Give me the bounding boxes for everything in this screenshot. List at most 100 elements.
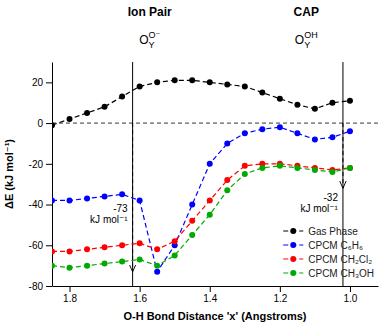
zero-line	[52, 123, 378, 124]
legend: Gas Phase CPCM C₆H₆ CPCM CH₂Cl₂ CPCM CH₃OH	[283, 226, 374, 279]
formula-base: O	[295, 33, 304, 47]
annotation: -73kJ mol⁻¹	[90, 203, 128, 225]
point	[67, 265, 73, 271]
formula-sub: Y	[149, 40, 155, 50]
legend-marker	[290, 228, 296, 234]
point	[259, 165, 265, 171]
point	[154, 79, 160, 85]
tick-label: -40	[29, 199, 44, 210]
point	[312, 106, 318, 112]
chart-svg: 1.81.61.41.21.0-80-60-40-20020-73kJ mol⁻…	[0, 0, 390, 326]
point	[329, 169, 335, 175]
point	[347, 165, 353, 171]
tick-mark	[46, 205, 52, 206]
legend-marker	[290, 270, 296, 276]
point	[207, 212, 213, 218]
series	[52, 124, 353, 275]
x-axis: 1.8 1.6 1.4 1.2 1.0	[53, 286, 379, 304]
point	[137, 257, 143, 263]
tick: 1.2	[273, 286, 287, 304]
point	[277, 96, 283, 102]
point	[137, 240, 143, 246]
point	[52, 122, 55, 128]
tick: -60	[29, 240, 52, 251]
point	[84, 110, 90, 116]
point	[52, 197, 55, 203]
point	[119, 259, 125, 265]
tick-label: 0	[37, 118, 43, 129]
legend-item: Gas Phase	[283, 226, 358, 237]
tick-label: -80	[29, 281, 44, 292]
tick-mark	[46, 123, 52, 124]
point	[277, 124, 283, 130]
point	[154, 263, 160, 269]
tick: 1.6	[133, 286, 147, 304]
point	[119, 94, 125, 100]
formula: OO⁻Y	[139, 30, 160, 50]
point	[259, 126, 265, 132]
formula-sup: O⁻	[149, 30, 161, 40]
series-line	[52, 164, 350, 252]
annotation: -32kJ mol⁻¹	[300, 192, 338, 214]
tick-label: 20	[32, 77, 44, 88]
point	[277, 163, 283, 169]
tick: 1.4	[203, 286, 217, 304]
point	[224, 81, 230, 87]
legend-item: CPCM CH₂Cl₂	[283, 254, 372, 265]
annotation-line: kJ mol⁻¹	[300, 203, 338, 214]
chart-container: 1.81.61.41.21.0-80-60-40-20020-73kJ mol⁻…	[0, 0, 390, 326]
point	[207, 197, 213, 203]
point	[172, 77, 178, 83]
point	[347, 128, 353, 134]
axis-line	[53, 286, 379, 287]
tick: -40	[29, 199, 52, 210]
point	[172, 238, 178, 244]
plot: 1.81.61.41.21.0-80-60-40-20020-73kJ mol⁻…	[29, 62, 379, 304]
point	[189, 202, 195, 208]
point	[242, 83, 248, 89]
point	[52, 248, 55, 254]
point	[67, 197, 73, 203]
point	[329, 100, 335, 106]
formula-sup: OH	[304, 30, 318, 40]
point	[84, 263, 90, 269]
tick-mark	[280, 286, 281, 292]
header: Ion Pair	[128, 5, 172, 19]
point	[294, 130, 300, 136]
point	[224, 177, 230, 183]
tick-mark	[140, 286, 141, 292]
x-axis-title: O-H Bond Distance 'x' (Angstroms)	[123, 310, 306, 322]
legend-item: CPCM C₆H₆	[283, 240, 363, 251]
series	[52, 77, 353, 128]
point	[67, 248, 73, 254]
annotation-line: -32	[323, 192, 338, 203]
point	[294, 165, 300, 171]
point	[312, 136, 318, 142]
point	[172, 252, 178, 258]
tick-mark	[70, 286, 71, 292]
tick: -80	[29, 281, 52, 292]
point	[207, 79, 213, 85]
point	[224, 187, 230, 193]
tick: 1.8	[63, 286, 77, 304]
tick-label: 1.4	[203, 293, 217, 304]
annotation-line: -73	[113, 203, 128, 214]
tick-mark	[46, 164, 52, 165]
point	[189, 218, 195, 224]
y-axis: -80-60-40-20020	[29, 63, 53, 292]
tick-label: 1.6	[133, 293, 147, 304]
point	[242, 171, 248, 177]
tick-label: 1.0	[344, 293, 358, 304]
tick: 20	[32, 77, 52, 88]
tick: 1.0	[344, 286, 358, 304]
point	[329, 134, 335, 140]
tick-label: -60	[29, 240, 44, 251]
legend-item: CPCM CH₃OH	[283, 268, 374, 279]
point	[312, 167, 318, 173]
point	[137, 197, 143, 203]
point	[242, 130, 248, 136]
legend-marker	[290, 242, 296, 248]
annotations: -73kJ mol⁻¹-32kJ mol⁻¹	[90, 192, 338, 225]
point	[259, 90, 265, 96]
point	[154, 246, 160, 252]
